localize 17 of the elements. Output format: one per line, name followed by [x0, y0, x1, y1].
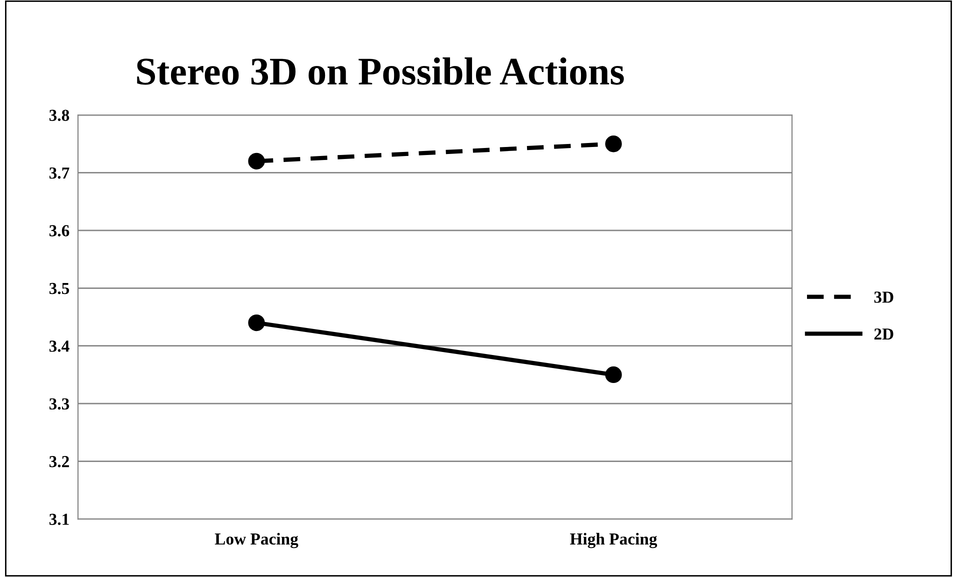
legend-label: 2D	[874, 328, 894, 340]
legend-label: 3D	[874, 292, 894, 303]
y-tick-label: 3.7	[49, 167, 70, 179]
y-tick-label: 3.3	[49, 398, 70, 410]
point	[605, 136, 622, 152]
x-tick-label: Low Pacing	[214, 532, 298, 548]
point	[248, 314, 265, 332]
y-tick-label: 3.5	[49, 282, 70, 294]
chart-title: Stereo 3D on Possible Actions	[137, 57, 624, 85]
y-tick-label: 3.6	[49, 225, 70, 236]
y-tick-label: 3.1	[49, 514, 69, 526]
x-tick-label: High Pacing	[570, 532, 658, 548]
point	[605, 366, 622, 384]
y-tick-label: 3.2	[49, 456, 69, 468]
point	[248, 152, 265, 170]
y-tick-label: 3.4	[49, 340, 70, 352]
y-tick-label: 3.8	[49, 110, 70, 122]
